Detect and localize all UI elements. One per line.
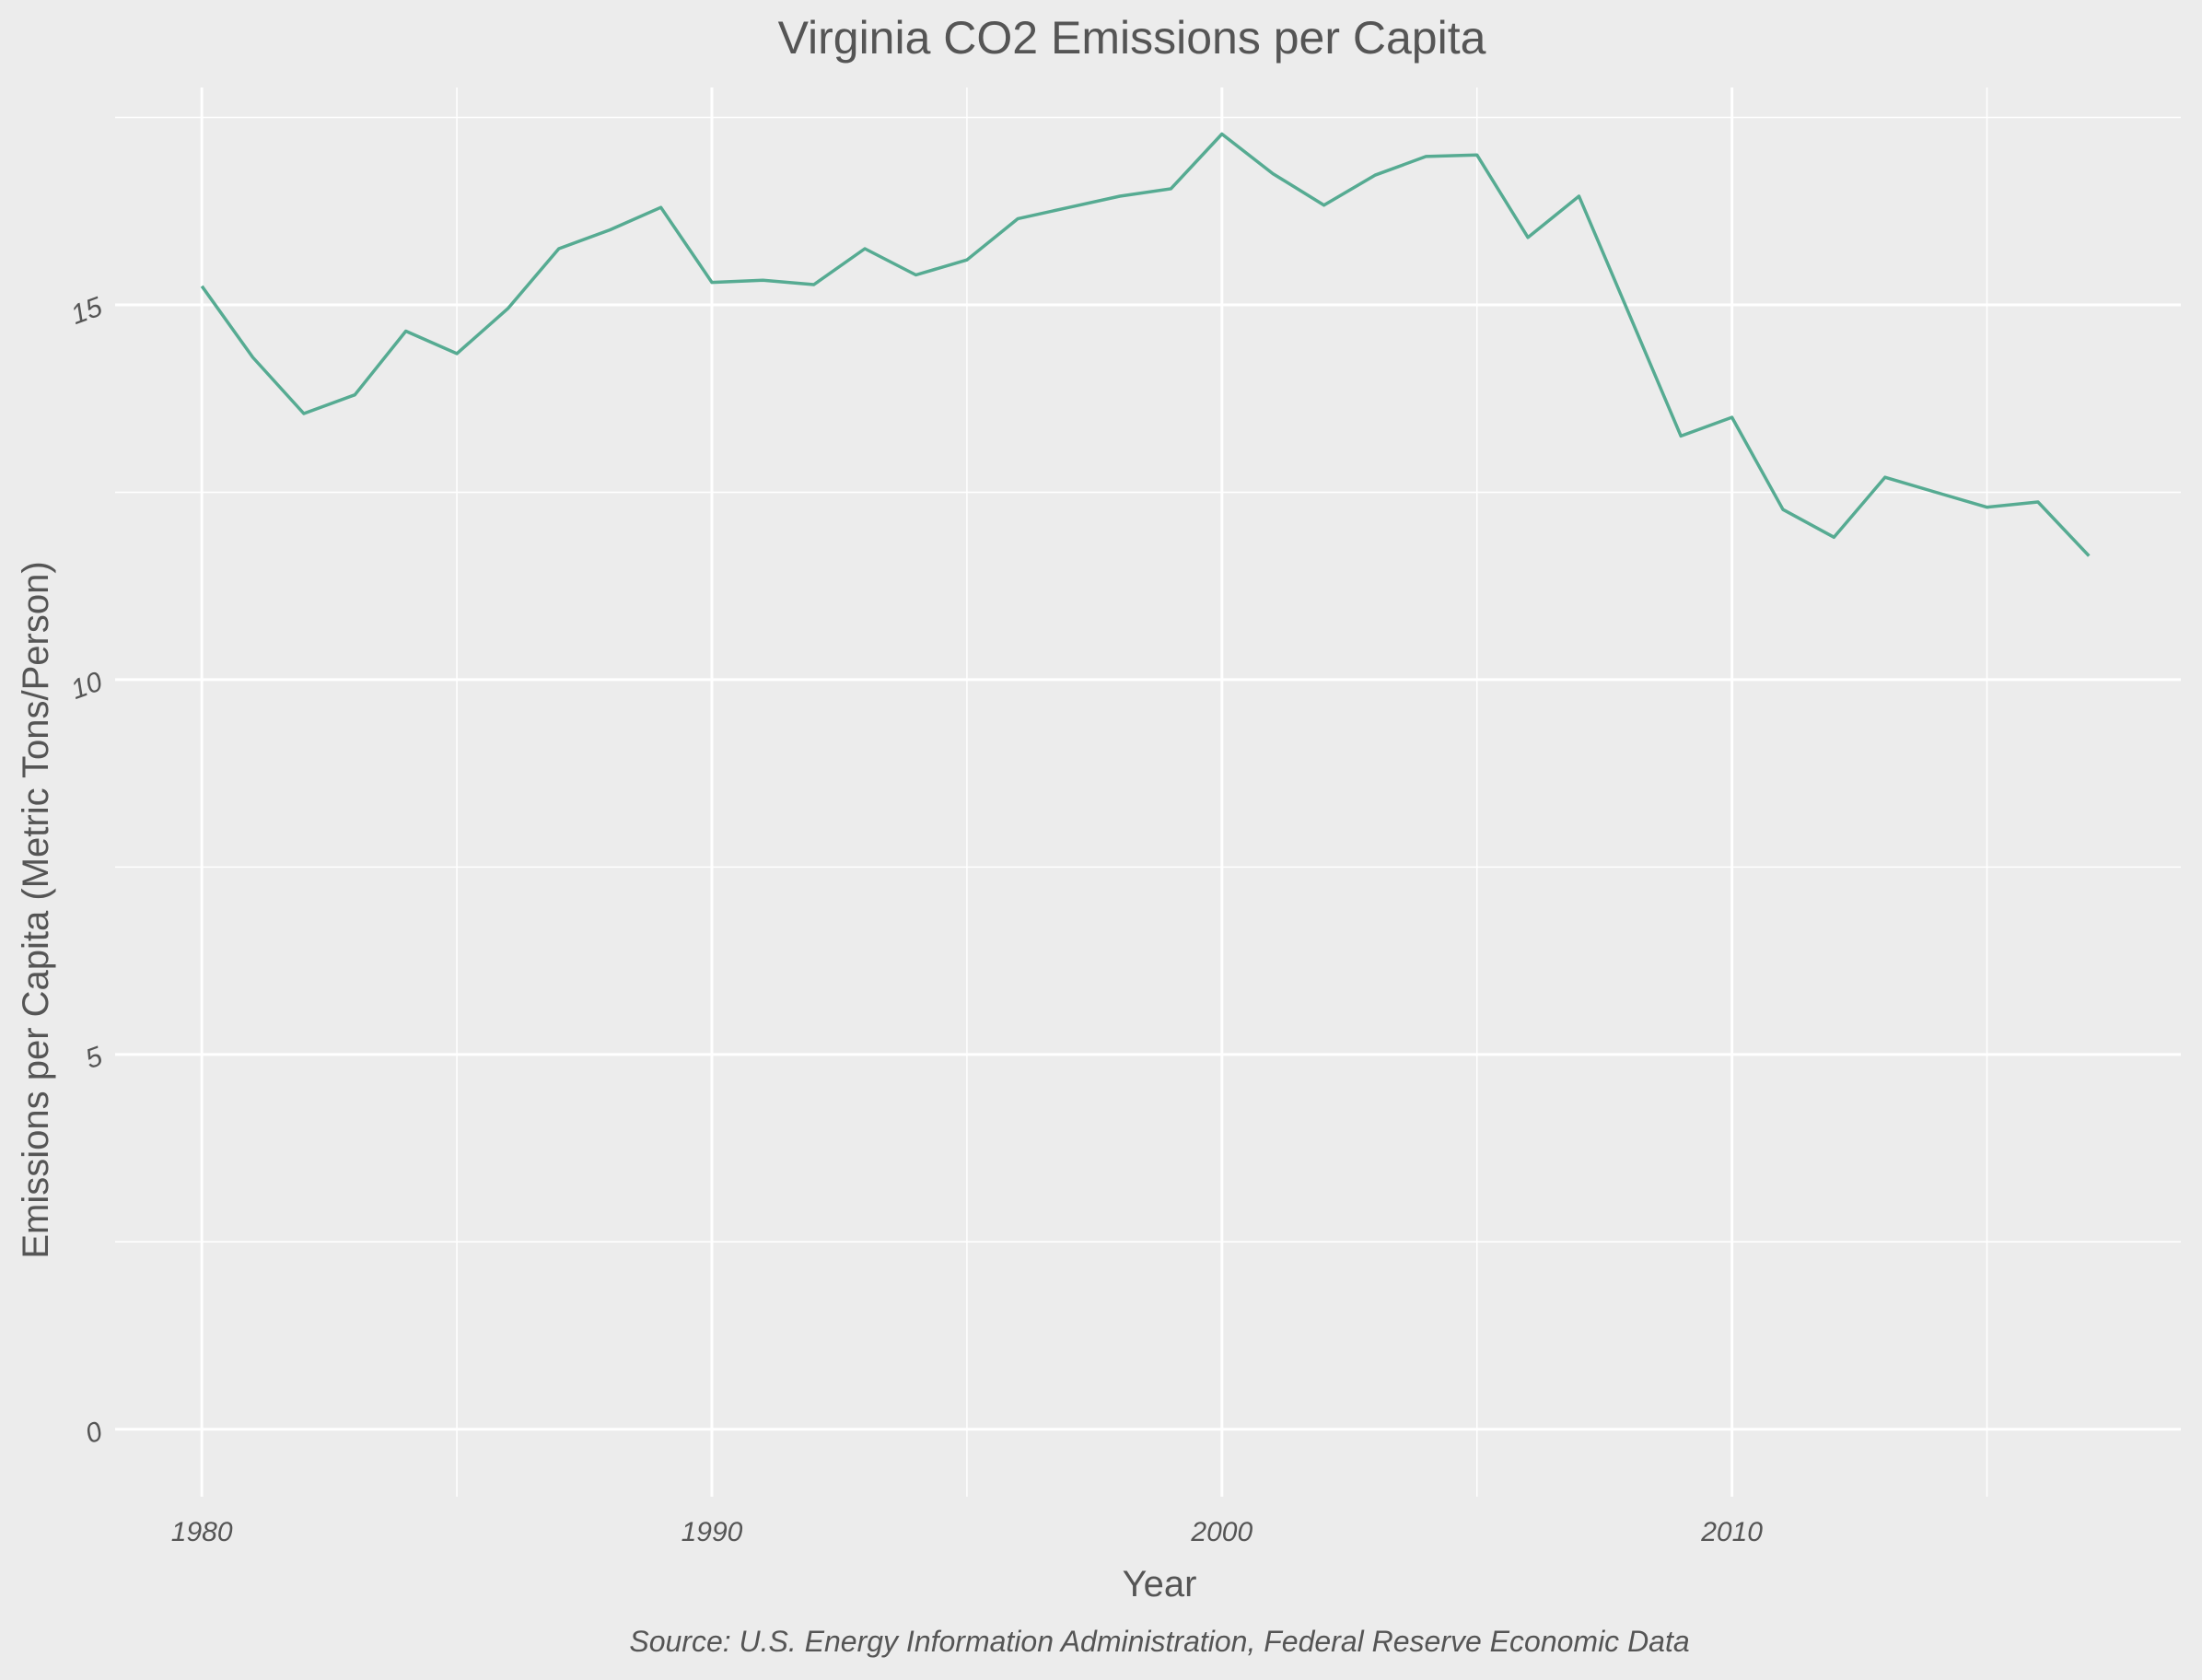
emissions-series-line xyxy=(200,132,2091,557)
series-layer xyxy=(200,132,2091,557)
minor-gridlines xyxy=(115,88,2181,1497)
x-tick-label: 1980 xyxy=(171,1517,233,1547)
x-tick-label: 2010 xyxy=(1700,1517,1763,1547)
y-axis-title: Emissions per Capita (Metric Tons/Person… xyxy=(16,561,56,1258)
source-caption: Source: U.S. Energy Information Administ… xyxy=(629,1625,1689,1658)
x-axis-title: Year xyxy=(1123,1564,1197,1604)
x-tick-label: 1990 xyxy=(682,1517,743,1547)
x-axis-ticks: 1980 1990 2000 2010 xyxy=(171,1517,1764,1547)
chart-title: Virginia CO2 Emissions per Capita xyxy=(778,12,1486,64)
x-tick-label: 2000 xyxy=(1190,1517,1252,1547)
major-gridlines xyxy=(115,88,2181,1497)
